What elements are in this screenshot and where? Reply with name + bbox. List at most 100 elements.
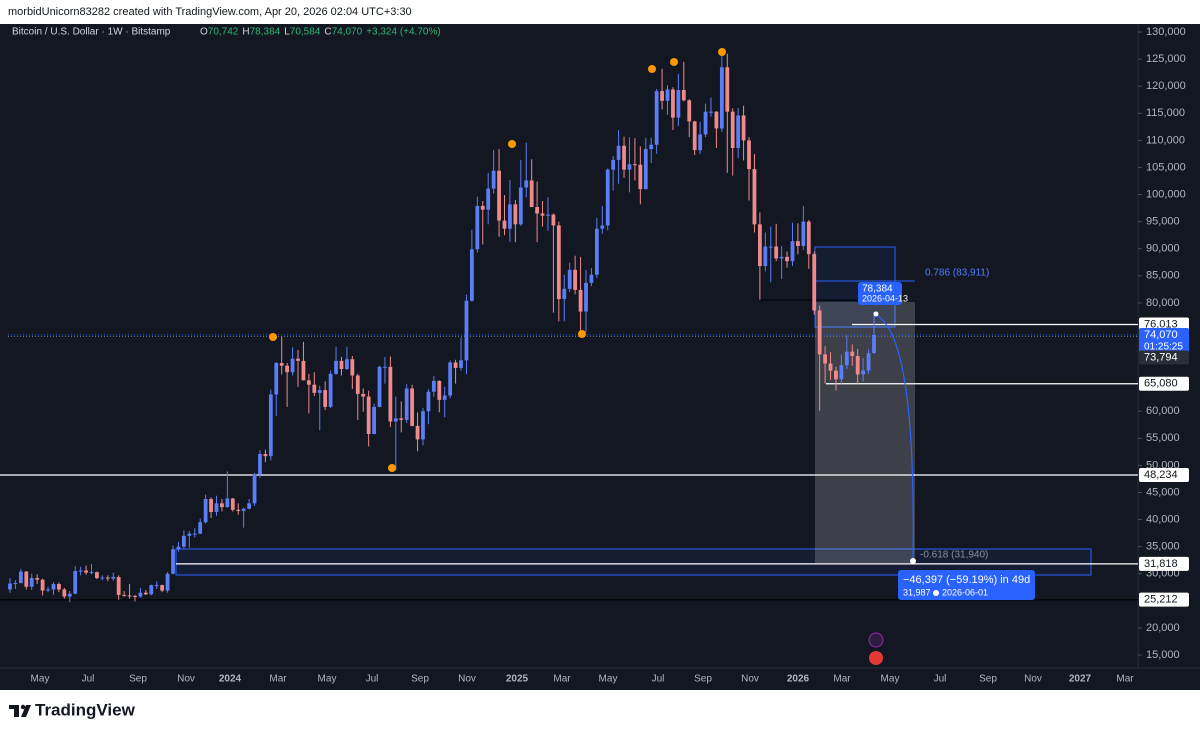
x-tick-label: Sep: [129, 674, 147, 685]
pivot-markers: [269, 48, 726, 472]
x-tick-label: May: [599, 674, 618, 685]
candle-body: [627, 164, 632, 170]
candle-body: [785, 256, 789, 262]
candle-body: [29, 578, 34, 587]
candle-body: [421, 411, 425, 440]
legend-stat: C: [324, 27, 331, 38]
y-tick-label: 20,000: [1146, 622, 1180, 634]
measure-price: 31,987: [903, 587, 931, 597]
candle-body: [149, 585, 154, 595]
x-tick-label: Mar: [269, 674, 287, 685]
x-tick-label: Jul: [366, 674, 379, 685]
candle-body: [562, 288, 567, 300]
candle-body: [719, 67, 724, 129]
candle-body: [171, 549, 175, 574]
candle-body: [62, 589, 67, 597]
candle-body: [866, 353, 871, 371]
candle-body: [258, 454, 262, 475]
candle-body: [220, 503, 224, 508]
y-tick-label: 110,000: [1146, 134, 1185, 146]
candle-body: [616, 145, 621, 160]
candle-body: [111, 576, 116, 579]
countdown-label: 01:25:25: [1144, 342, 1183, 353]
candle-body: [214, 503, 219, 512]
candle-body: [345, 359, 349, 369]
candle-body: [757, 224, 762, 267]
candle-body: [355, 375, 360, 394]
x-tick-label: Nov: [177, 674, 195, 685]
candle-body: [89, 572, 94, 574]
candle-body: [328, 373, 333, 407]
price-label-box: [1139, 317, 1189, 332]
chart-title: Bitcoin / U.S. Dollar · 1W · Bitstamp: [12, 27, 171, 38]
candle-body: [40, 579, 45, 591]
x-tick-label: Nov: [741, 674, 759, 685]
candle-body: [475, 205, 480, 250]
candle-body: [263, 454, 268, 457]
y-tick-label: 35,000: [1146, 541, 1180, 553]
candle-body: [404, 388, 409, 420]
x-tick-label: 2026: [787, 674, 810, 685]
candle-body: [741, 115, 746, 141]
event-icon: [868, 632, 884, 648]
y-tick-label: 130,000: [1146, 26, 1186, 38]
price-label-box: [1139, 592, 1189, 607]
candle-body: [774, 246, 779, 259]
tooltip-point: [873, 311, 879, 317]
price-label: 31,818: [1144, 558, 1178, 570]
candle-body: [730, 111, 735, 148]
candle-body: [133, 595, 137, 597]
x-tick-label: Nov: [1024, 674, 1042, 685]
candle-body: [334, 360, 338, 374]
y-tick-label: 55,000: [1146, 432, 1180, 444]
candle-body: [480, 205, 485, 210]
candle-body: [567, 269, 572, 289]
pivot-dot: [388, 464, 396, 472]
x-tick-label: Jul: [934, 674, 947, 685]
candle-body: [508, 204, 512, 229]
candle-body: [491, 170, 496, 189]
candle-body: [709, 111, 713, 113]
candle-body: [855, 355, 860, 375]
candle-body: [415, 425, 420, 440]
candle-body: [247, 503, 251, 509]
candle-body: [513, 204, 518, 225]
candle-body: [453, 362, 458, 368]
candle-body: [796, 241, 800, 247]
candle-body: [296, 358, 300, 361]
measure-box: [815, 302, 915, 563]
legend-stat: L: [284, 27, 290, 38]
projection-arrow: [875, 314, 914, 561]
x-tick-label: May: [881, 674, 900, 685]
candle-body: [225, 498, 230, 508]
x-tick-label: Sep: [979, 674, 997, 685]
tooltip-price: 78,384: [862, 284, 893, 295]
candle-body: [442, 395, 447, 400]
candle-body: [578, 289, 583, 312]
candle-body: [692, 121, 697, 151]
y-tick-label: 90,000: [1146, 243, 1180, 255]
candle-body: [687, 100, 692, 122]
candle-body: [817, 310, 822, 355]
candle-body: [660, 91, 664, 101]
candle-body: [654, 91, 659, 145]
candle-body: [399, 418, 404, 420]
last-price-box: [1139, 328, 1189, 355]
logo-icon: [9, 705, 31, 717]
candle-body: [143, 592, 148, 595]
price-label-box: [1139, 467, 1189, 482]
tooltip-date: 2026-04-13: [862, 293, 908, 303]
measure-date: 2026-06-01: [942, 587, 988, 597]
candle-body: [546, 214, 550, 216]
legend-stat: 70,742: [208, 27, 239, 38]
candle-body: [383, 366, 387, 368]
candle-body: [763, 246, 768, 267]
x-tick-label: Sep: [694, 674, 712, 685]
y-tick-label: 115,000: [1146, 107, 1185, 119]
x-tick-label: Mar: [833, 674, 851, 685]
candle-body: [236, 509, 241, 511]
candle-body: [181, 535, 186, 547]
legend-stat: 70,584: [290, 27, 321, 38]
